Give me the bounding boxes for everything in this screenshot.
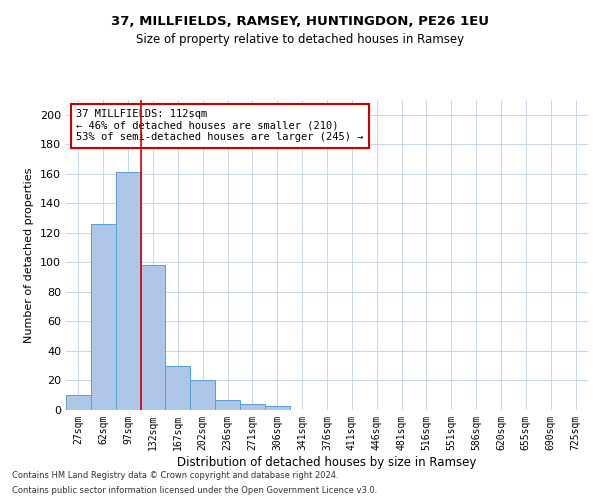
Text: Contains HM Land Registry data © Crown copyright and database right 2024.: Contains HM Land Registry data © Crown c… [12, 471, 338, 480]
Bar [166, 366, 190, 410]
Bar [190, 380, 215, 410]
Bar [91, 224, 116, 410]
Bar [265, 406, 290, 410]
Bar [140, 266, 166, 410]
Text: 37, MILLFIELDS, RAMSEY, HUNTINGDON, PE26 1EU: 37, MILLFIELDS, RAMSEY, HUNTINGDON, PE26… [111, 15, 489, 28]
Text: Size of property relative to detached houses in Ramsey: Size of property relative to detached ho… [136, 32, 464, 46]
Bar [66, 395, 91, 410]
Y-axis label: Number of detached properties: Number of detached properties [25, 168, 34, 342]
Bar [240, 404, 265, 410]
Text: Contains public sector information licensed under the Open Government Licence v3: Contains public sector information licen… [12, 486, 377, 495]
Bar [215, 400, 240, 410]
X-axis label: Distribution of detached houses by size in Ramsey: Distribution of detached houses by size … [178, 456, 476, 468]
Bar [116, 172, 140, 410]
Text: 37 MILLFIELDS: 112sqm
← 46% of detached houses are smaller (210)
53% of semi-det: 37 MILLFIELDS: 112sqm ← 46% of detached … [76, 110, 364, 142]
